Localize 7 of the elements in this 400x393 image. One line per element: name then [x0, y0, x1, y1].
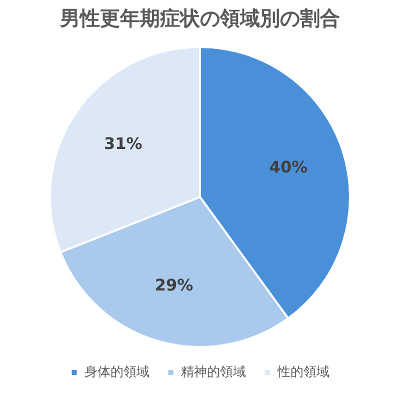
chart-title: 男性更年期症状の領域別の割合 [59, 6, 340, 30]
data-label: 31% [104, 134, 142, 153]
legend-label: 身体的領域 [84, 364, 150, 380]
data-label: 29% [154, 275, 194, 294]
legend-label: 性的領域 [276, 364, 330, 380]
data-label: 40% [269, 157, 308, 176]
legend-label: 精神的領域 [180, 364, 246, 380]
